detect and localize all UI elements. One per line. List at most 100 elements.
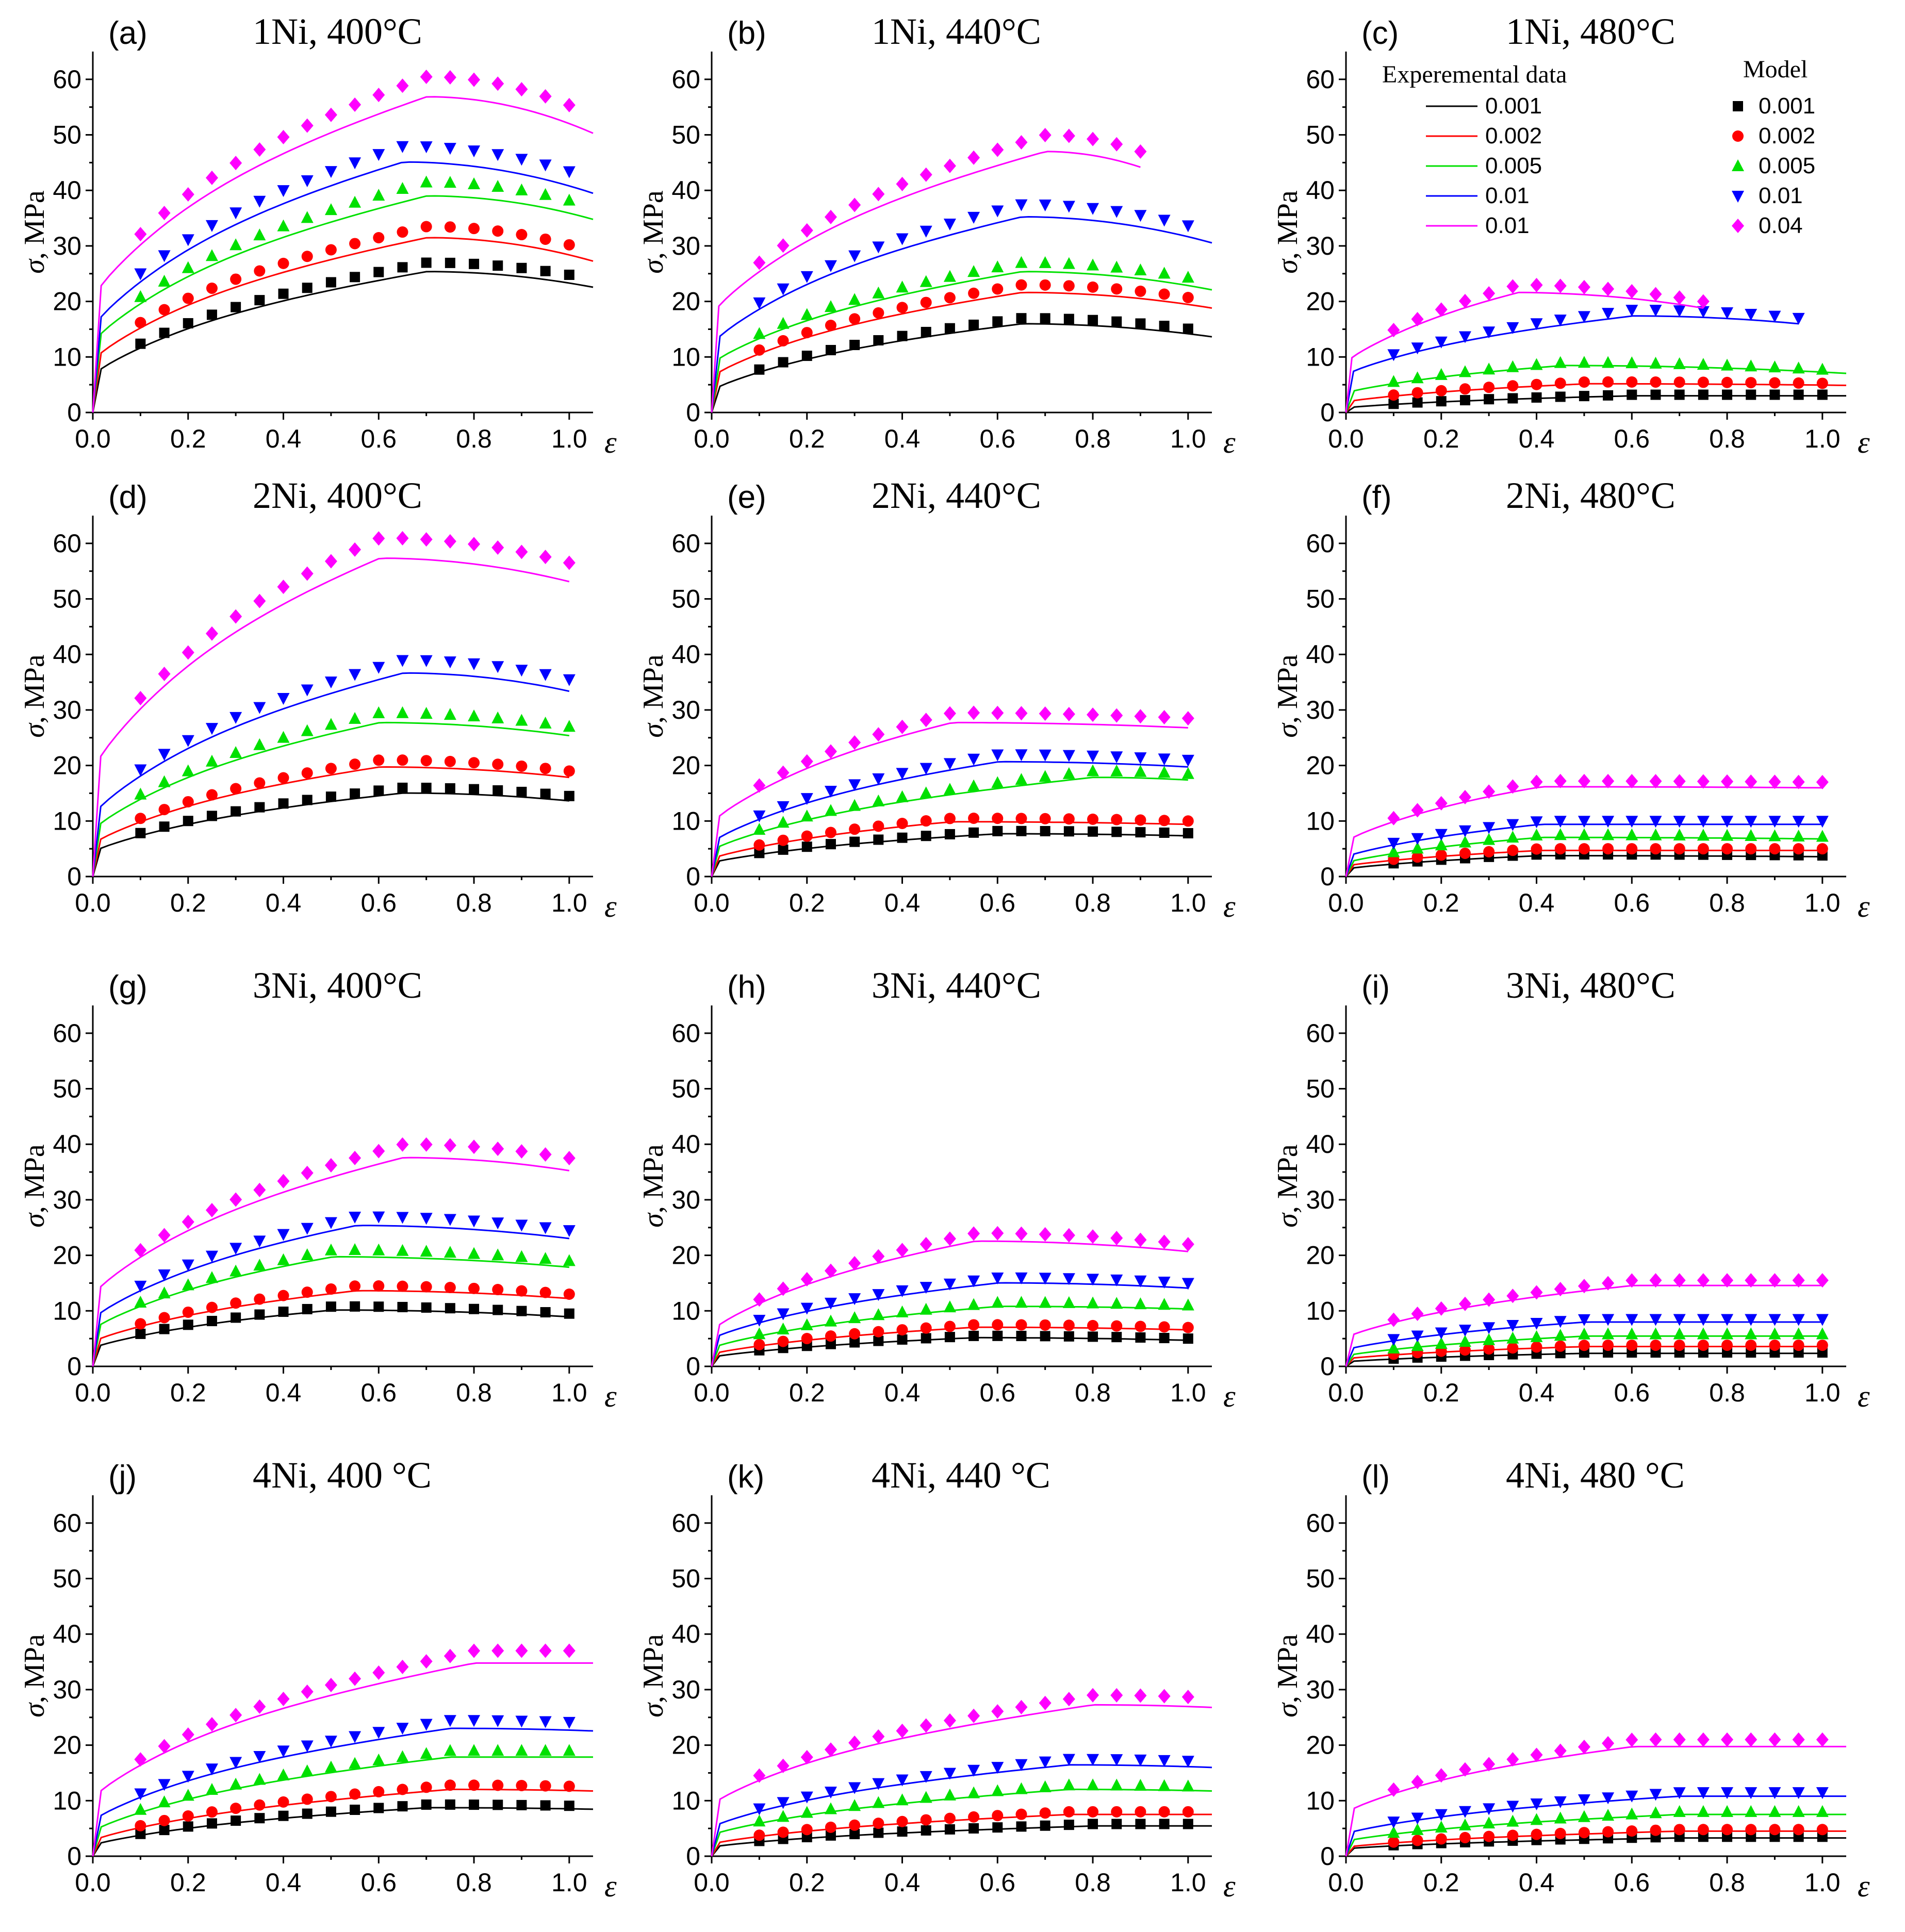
data-point-0.04 (1625, 1273, 1638, 1288)
data-point-0.01 (1483, 1803, 1496, 1815)
x-tick-label: 0.8 (1709, 1378, 1745, 1407)
data-point-0.04 (158, 666, 171, 681)
data-point-0.002 (373, 754, 385, 766)
x-tick-label: 0.4 (1519, 1868, 1555, 1897)
data-point-0.002 (1769, 843, 1781, 855)
data-point-0.005 (1134, 765, 1147, 777)
data-point-0.01 (1625, 1314, 1638, 1326)
data-point-0.002 (1015, 279, 1027, 291)
data-point-0.01 (777, 283, 790, 295)
data-point-0.002 (301, 1793, 313, 1805)
data-point-0.005 (1768, 1327, 1781, 1340)
y-tick-label: 30 (671, 232, 700, 260)
data-point-0.01 (1015, 199, 1028, 211)
data-point-0.005 (1458, 1818, 1471, 1830)
data-point-0.01 (1387, 1817, 1400, 1829)
data-point-0.002 (1626, 843, 1638, 855)
data-point-0.04 (158, 206, 171, 221)
data-point-0.04 (229, 156, 242, 171)
data-point-0.002 (920, 815, 932, 827)
data-point-0.002 (539, 1286, 551, 1298)
data-point-0.005 (1062, 767, 1075, 779)
data-point-0.01 (1673, 1787, 1686, 1799)
y-axis-title-unit: , MPa (637, 654, 669, 723)
data-point-0.005 (1506, 360, 1519, 372)
data-point-0.04 (1134, 709, 1147, 724)
data-point-0.01 (943, 758, 956, 770)
data-point-0.005 (1721, 358, 1734, 371)
data-point-0.002 (230, 1297, 242, 1309)
data-point-0.002 (1745, 377, 1757, 389)
x-axis-title: ε (1858, 1869, 1870, 1903)
y-tick-label: 20 (53, 287, 81, 316)
y-tick-label: 0 (67, 1842, 81, 1871)
x-tick-label: 0.8 (456, 888, 492, 917)
data-point-0.001 (492, 260, 503, 271)
data-point-0.002 (920, 296, 932, 308)
data-point-0.04 (539, 89, 552, 104)
y-tick-label: 0 (1320, 862, 1335, 891)
data-point-0.04 (372, 531, 385, 546)
data-point-0.04 (1087, 1229, 1099, 1244)
x-tick-label: 0.0 (1328, 1868, 1364, 1897)
data-point-0.01 (1554, 1796, 1567, 1808)
data-point-0.04 (444, 1138, 456, 1153)
data-point-0.002 (1578, 376, 1590, 388)
data-point-0.01 (324, 1217, 337, 1229)
data-point-0.001 (825, 839, 836, 850)
data-point-0.001 (1040, 825, 1050, 836)
data-point-0.04 (1435, 302, 1448, 317)
panel-g: 0 10 20 30 40 50 60 0.0 0.2 0.4 0.6 0.8 1.0 σ, MPa ε (g… (19, 965, 617, 1413)
data-point-0.001 (1159, 321, 1170, 332)
panel-title: 4Ni, 440 °C (872, 1455, 1050, 1496)
data-point-0.04 (1062, 707, 1075, 721)
data-point-0.002 (206, 789, 218, 801)
data-point-0.002 (1697, 843, 1709, 855)
data-point-0.002 (1135, 285, 1146, 297)
panel-title: 1Ni, 400°C (253, 11, 422, 52)
data-point-0.001 (921, 1333, 931, 1344)
y-axis-title-symbol: σ (19, 258, 51, 274)
y-tick-label: 20 (53, 1241, 81, 1270)
y-axis-title-symbol: σ (637, 1702, 669, 1718)
data-point-0.002 (1721, 1824, 1733, 1836)
data-point-0.001 (1135, 1332, 1146, 1343)
data-point-0.01 (1458, 825, 1471, 837)
data-point-0.001 (1159, 1819, 1170, 1829)
data-point-0.002 (1697, 376, 1709, 388)
data-point-0.04 (134, 227, 147, 242)
data-point-0.04 (896, 1243, 909, 1258)
panel-k: 0 10 20 30 40 50 60 0.0 0.2 0.4 0.6 0.8 1.0 σ, MPa ε (k… (637, 1455, 1236, 1903)
data-point-0.005 (1110, 764, 1123, 777)
data-point-0.001 (1063, 826, 1074, 837)
data-point-0.04 (134, 1243, 147, 1258)
data-point-0.04 (491, 1643, 504, 1658)
data-point-0.01 (1039, 1756, 1052, 1769)
data-point-0.005 (1649, 828, 1662, 840)
data-point-0.04 (753, 255, 766, 270)
y-axis-title-unit: , MPa (1272, 654, 1304, 723)
data-point-0.001 (159, 327, 170, 338)
data-point-0.001 (1579, 391, 1589, 402)
data-point-0.005 (777, 1810, 790, 1822)
data-point-0.01 (515, 665, 528, 677)
data-point-0.04 (396, 1137, 409, 1152)
data-point-0.001 (254, 295, 265, 306)
data-point-0.01 (539, 1222, 552, 1234)
data-point-0.04 (1158, 710, 1171, 725)
data-point-0.005 (1649, 1327, 1662, 1340)
data-point-0.002 (158, 304, 170, 316)
data-point-0.01 (468, 1215, 481, 1228)
data-point-0.001 (325, 1806, 336, 1817)
data-point-0.005 (396, 706, 409, 718)
data-point-0.002 (849, 823, 861, 835)
data-point-0.04 (372, 88, 385, 103)
data-point-0.001 (516, 1306, 527, 1316)
data-point-0.04 (1602, 282, 1615, 296)
x-tick-label: 0.2 (1423, 1868, 1459, 1897)
y-tick-label: 60 (53, 529, 81, 558)
data-point-0.005 (349, 1757, 362, 1769)
data-point-0.01 (229, 1757, 242, 1769)
data-point-0.01 (349, 1212, 362, 1224)
panel-f: 0 10 20 30 40 50 60 0.0 0.2 0.4 0.6 0.8 1.0 σ, MPa ε (f… (1272, 475, 1870, 923)
